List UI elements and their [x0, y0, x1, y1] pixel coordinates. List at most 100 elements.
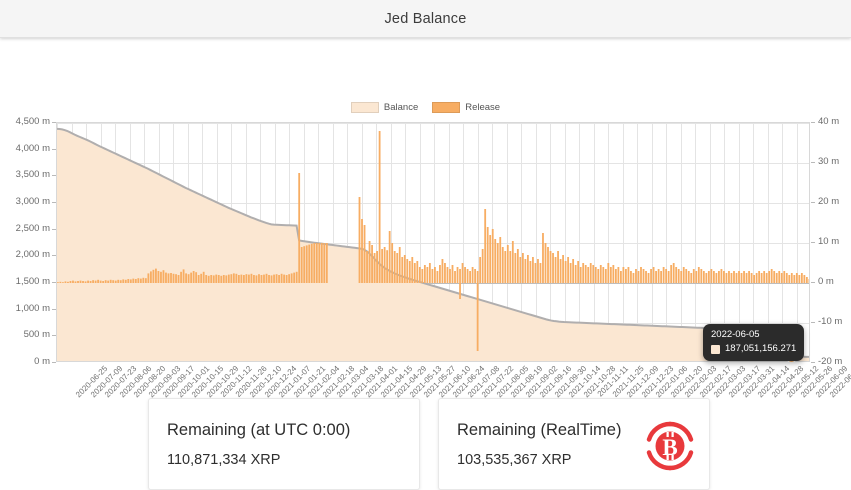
release-bar	[426, 267, 429, 283]
y-axis-left-tick-mark	[52, 362, 56, 363]
release-bar	[152, 269, 155, 283]
release-bar-negative	[476, 283, 479, 351]
release-bar	[172, 273, 175, 283]
gridline-vertical	[579, 123, 580, 361]
release-bar	[725, 273, 728, 283]
release-bar	[197, 275, 200, 283]
gridline-vertical	[478, 123, 479, 361]
release-bar	[602, 267, 605, 283]
balance-area	[57, 128, 809, 361]
release-bar	[479, 257, 482, 283]
release-bar	[79, 280, 82, 283]
release-bar	[630, 271, 632, 283]
release-bar	[313, 243, 316, 283]
release-bar	[114, 280, 117, 283]
gridline-vertical	[797, 123, 798, 361]
release-bar	[260, 275, 263, 283]
release-bar	[627, 267, 630, 283]
gridline-vertical	[318, 123, 319, 361]
release-bar	[534, 263, 537, 283]
release-bar	[265, 273, 268, 283]
release-bar	[577, 261, 580, 283]
release-bar	[559, 259, 562, 283]
release-bar	[705, 273, 708, 283]
gridline-vertical	[695, 123, 696, 361]
release-bar	[532, 257, 534, 283]
release-bar	[554, 257, 557, 283]
svg-text:B: B	[662, 435, 677, 460]
release-bar	[242, 275, 245, 283]
release-bar	[92, 280, 94, 283]
release-bar	[102, 281, 105, 283]
release-bar	[421, 269, 424, 283]
card-title: Remaining (at UTC 0:00)	[167, 421, 351, 439]
release-bar	[504, 251, 507, 283]
gridline-vertical	[724, 123, 725, 361]
release-bar	[290, 273, 293, 283]
release-bar	[444, 263, 446, 283]
release-bar	[690, 273, 693, 283]
release-bar	[162, 270, 165, 283]
legend-swatch-icon	[432, 102, 461, 113]
chart-plot-area[interactable]	[56, 122, 810, 362]
release-bar	[466, 269, 469, 283]
y-axis-right-tick: -20 m	[818, 356, 843, 367]
release-bar	[431, 269, 434, 283]
tooltip-swatch-icon	[711, 344, 720, 354]
release-bar	[119, 280, 122, 283]
release-bar	[413, 263, 416, 283]
y-axis-left-tick-mark	[52, 308, 56, 310]
y-axis-left-tick: 4,000 m	[15, 142, 50, 154]
release-bar	[406, 259, 409, 283]
release-bar	[778, 271, 781, 283]
release-bar	[758, 271, 761, 283]
release-bar	[293, 272, 296, 283]
release-bar	[182, 269, 185, 283]
release-bar	[62, 282, 64, 283]
release-bar	[361, 219, 363, 283]
chart-series-layer	[57, 127, 809, 361]
chart-legend: Balance Release	[0, 102, 851, 113]
legend-item-release[interactable]: Release	[432, 102, 500, 113]
release-bar	[574, 265, 577, 283]
release-bar	[376, 251, 378, 283]
gridline-vertical	[449, 123, 450, 361]
legend-item-balance[interactable]: Balance	[350, 102, 418, 113]
release-bar	[245, 274, 248, 283]
y-axis-left-tick-mark	[52, 335, 56, 337]
y-axis-right-tick-mark	[811, 282, 815, 283]
y-axis-left-tick: 2,500 m	[15, 222, 50, 234]
release-bar	[657, 269, 660, 283]
release-bar	[516, 249, 519, 283]
gridline-horizontal	[57, 123, 809, 124]
gridline-vertical	[507, 123, 508, 361]
release-bar	[454, 271, 456, 283]
release-bar	[526, 255, 529, 283]
y-axis-right-tick-mark	[811, 362, 815, 363]
release-bar	[200, 273, 203, 283]
release-bar	[672, 263, 675, 283]
gridline-vertical	[652, 123, 653, 361]
release-bar	[185, 273, 187, 283]
release-bar	[180, 271, 182, 283]
release-bar	[170, 273, 172, 283]
balance-line	[57, 127, 809, 358]
y-axis-right-tick: 10 m	[818, 236, 840, 247]
release-bar	[436, 271, 439, 283]
release-bar	[175, 274, 177, 283]
card-remaining-utc[interactable]: Remaining (at UTC 0:00) 110,871,334 XRP	[148, 398, 420, 490]
release-bar	[308, 244, 311, 283]
release-bar	[597, 269, 600, 283]
card-remaining-realtime[interactable]: Remaining (RealTime) 103,535,367 XRP B	[438, 398, 710, 490]
release-bar	[542, 233, 544, 283]
release-bar	[270, 275, 273, 283]
release-bar	[549, 251, 552, 283]
release-bar	[285, 275, 288, 283]
release-bar	[298, 173, 301, 283]
release-bar	[222, 275, 225, 283]
y-axis-left-tick-mark	[52, 175, 56, 177]
release-bar	[263, 274, 265, 283]
release-bar	[441, 259, 444, 283]
gridline-vertical	[768, 123, 769, 361]
release-bar	[446, 267, 449, 283]
